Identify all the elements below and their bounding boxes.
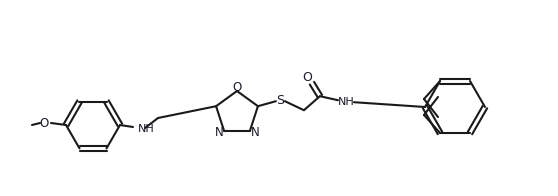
Text: NH: NH xyxy=(138,124,155,134)
Text: N: N xyxy=(251,126,259,139)
Text: O: O xyxy=(302,71,312,84)
Text: S: S xyxy=(276,94,284,107)
Text: O: O xyxy=(40,116,49,130)
Text: N: N xyxy=(215,126,223,139)
Text: O: O xyxy=(232,81,242,93)
Text: NH: NH xyxy=(338,97,354,107)
